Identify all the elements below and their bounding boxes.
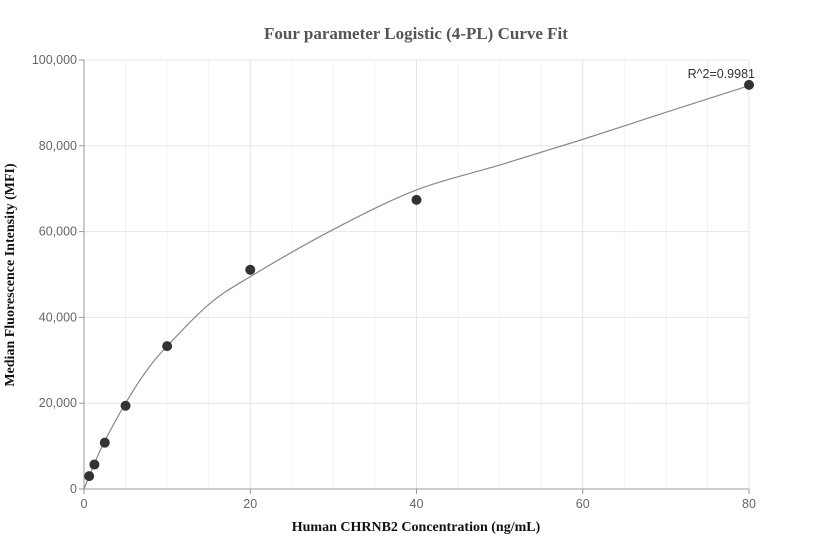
y-tick-label: 60,000 — [39, 225, 77, 239]
y-tick-label: 100,000 — [32, 53, 77, 67]
x-tick-label: 60 — [576, 497, 590, 511]
x-tick-label: 0 — [81, 497, 88, 511]
x-axis-title: Human CHRNB2 Concentration (ng/mL) — [292, 520, 541, 535]
data-point — [411, 194, 422, 205]
y-tick-label: 40,000 — [39, 310, 77, 324]
x-tick-label: 20 — [243, 497, 257, 511]
data-point — [162, 341, 173, 352]
x-axis-ticks: 0 20 40 60 80 — [81, 489, 756, 511]
data-points — [84, 79, 754, 482]
data-point — [84, 471, 95, 482]
data-point — [245, 264, 256, 275]
y-tick-label: 0 — [70, 482, 77, 496]
x-tick-label: 80 — [742, 497, 756, 511]
y-axis-ticks: 0 20,000 40,000 60,000 80,000 100,000 — [32, 53, 84, 496]
chart-title: Four parameter Logistic (4-PL) Curve Fit — [264, 24, 568, 43]
data-point — [99, 437, 110, 448]
data-point — [89, 459, 100, 470]
y-tick-label: 80,000 — [39, 139, 77, 153]
y-axis-title: Median Fluorescence Intensity (MFI) — [3, 163, 18, 387]
data-point — [744, 79, 754, 90]
major-gridlines — [84, 59, 750, 489]
fit-curve-line — [83, 85, 750, 490]
x-tick-label: 40 — [410, 497, 424, 511]
r-squared-annotation: R^2=0.9981 — [688, 67, 755, 81]
y-tick-label: 20,000 — [39, 396, 77, 410]
minor-gridlines — [125, 60, 708, 489]
data-point — [120, 400, 131, 411]
